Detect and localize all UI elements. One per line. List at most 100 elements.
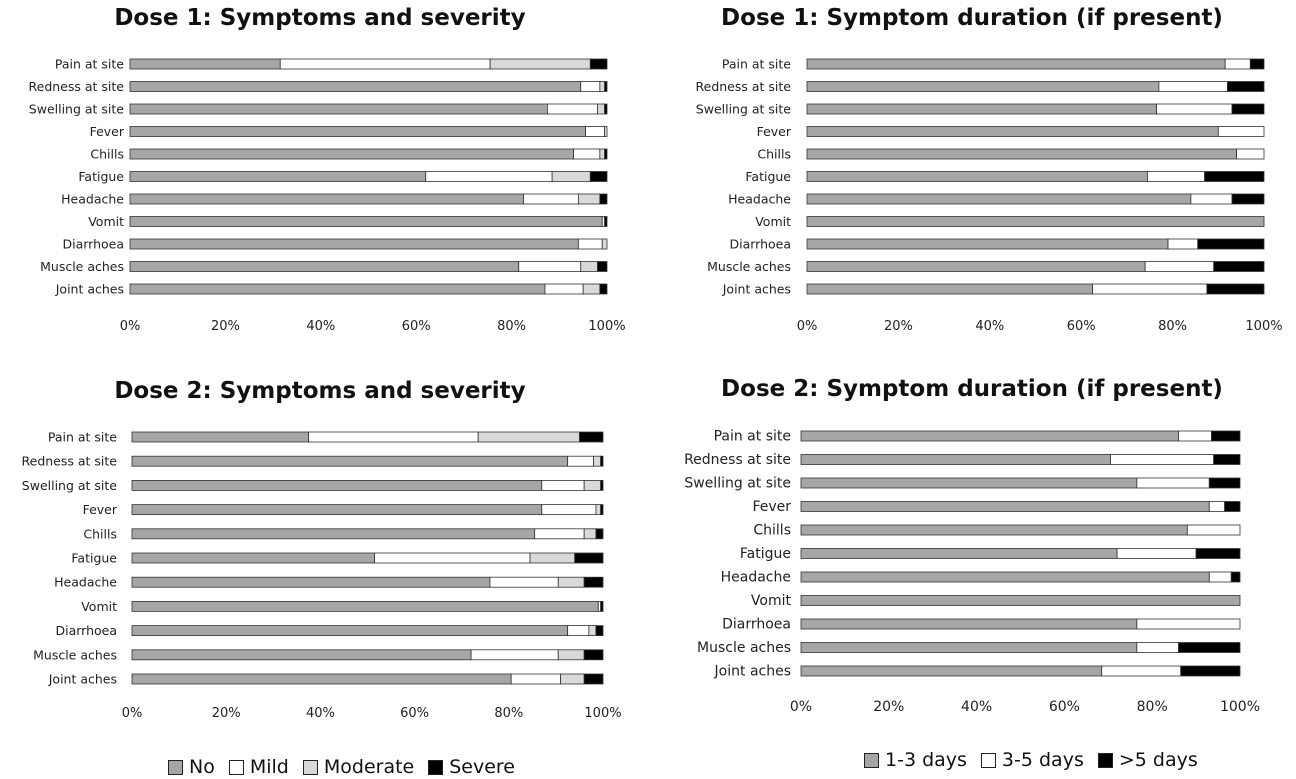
category-label: Chills	[90, 147, 124, 162]
bar-segment	[131, 504, 543, 516]
bar-segment	[129, 148, 575, 160]
bar-segment	[557, 576, 585, 588]
bar-segment	[518, 261, 582, 272]
bar-segment	[806, 126, 1219, 137]
category-label: Chills	[757, 147, 791, 162]
bar-segment	[131, 528, 536, 540]
bar-segment	[308, 431, 479, 443]
bar-segment	[806, 261, 1146, 272]
bar-segment	[806, 58, 1226, 70]
legend-swatch	[864, 752, 879, 768]
bar-segment	[800, 524, 1188, 536]
legend-label: No	[189, 756, 215, 778]
bar-segment	[1136, 618, 1241, 630]
bar-segment	[1206, 283, 1265, 295]
category-label: Redness at site	[29, 79, 125, 94]
category-label: Swelling at site	[22, 478, 118, 493]
category-label: Joint aches	[722, 282, 791, 297]
bar-segment	[1144, 261, 1215, 272]
category-label: Fever	[752, 499, 791, 515]
bar-segment	[800, 595, 1241, 606]
bar-segment	[131, 576, 491, 588]
bar-segment	[595, 625, 604, 637]
x-tick-label: 60%	[402, 319, 431, 334]
category-label: Redness at site	[696, 79, 792, 94]
x-tick-label: 100%	[1245, 319, 1282, 334]
bar-segment	[1224, 58, 1251, 70]
category-label: Swelling at site	[684, 476, 791, 492]
x-tick-label: 80%	[497, 319, 526, 334]
x-tick-label: 80%	[494, 706, 523, 721]
legend-severity: No Mild Moderate Severe	[168, 756, 529, 778]
bar-segment	[573, 148, 601, 160]
legend-swatch	[1097, 752, 1113, 768]
bar-segment	[601, 238, 608, 250]
bar-segment	[1211, 430, 1241, 442]
bar-segment	[579, 431, 604, 443]
bar-segment	[595, 504, 602, 516]
bar-segment	[577, 238, 603, 250]
category-label: Fever	[90, 124, 125, 139]
chart-dose2-duration: Dose 2: Symptom duration (if present) Pa…	[648, 370, 1296, 730]
bar-segment	[574, 552, 604, 564]
bar-segment	[1167, 238, 1199, 250]
bar-segment	[529, 552, 576, 564]
category-label: Pain at site	[714, 429, 791, 445]
category-label: Redness at site	[684, 452, 791, 468]
bar-segment	[1208, 501, 1226, 512]
bar-segment	[131, 480, 543, 491]
bar-segment	[129, 216, 603, 227]
bar-segment	[1110, 454, 1215, 465]
bar-segment	[1147, 171, 1205, 182]
legend-label: Severe	[449, 756, 516, 778]
bar-segment	[604, 103, 608, 115]
category-label: Chills	[83, 526, 117, 541]
bar-segment	[131, 552, 375, 564]
bar-segment	[583, 528, 597, 540]
bar-segment	[489, 576, 559, 588]
x-tick-label: 40%	[975, 319, 1004, 334]
bar-segment	[1136, 642, 1179, 653]
category-label: Joint aches	[55, 282, 124, 297]
bar-segment	[374, 552, 531, 564]
category-label: Diarrhoea	[62, 237, 124, 252]
x-tick-label: 60%	[1067, 319, 1096, 334]
bar-segment	[541, 480, 585, 491]
bar-segment	[1178, 430, 1212, 442]
bar-segment	[1116, 548, 1197, 559]
x-tick-label: 60%	[400, 706, 429, 721]
x-tick-label: 0%	[122, 706, 143, 721]
bar-segment	[585, 126, 606, 137]
bar-segment	[800, 477, 1138, 489]
category-label: Vomit	[755, 214, 791, 229]
bar-segment	[600, 600, 604, 612]
bar-segment	[599, 283, 608, 295]
bar-segment	[534, 528, 585, 540]
x-tick-label: 40%	[961, 699, 992, 715]
category-label: Diarrhoea	[729, 237, 791, 252]
bar-segment	[129, 171, 427, 182]
chart-title: Dose 2: Symptoms and severity	[114, 378, 526, 404]
legend-item: 3-5 days	[980, 749, 1084, 771]
chart-title: Dose 1: Symptoms and severity	[114, 5, 526, 31]
bar-segment	[1092, 283, 1208, 295]
legend-label: 1-3 days	[885, 749, 967, 771]
category-label: Muscle aches	[33, 647, 117, 662]
bar-segment	[489, 58, 591, 70]
bar-segment	[604, 126, 608, 137]
chart-plot: Pain at site Redness at site Swelling at s…	[684, 429, 1260, 716]
legend-label: Moderate	[323, 756, 415, 778]
bar-segment	[129, 126, 586, 137]
bar-segment	[599, 81, 606, 92]
bar-segment	[425, 171, 553, 182]
bar-segment	[806, 81, 1160, 92]
category-label: Fever	[83, 502, 118, 517]
chart-title: Dose 2: Symptom duration (if present)	[721, 376, 1223, 402]
bar-segment	[541, 504, 597, 516]
bar-segment	[800, 501, 1210, 512]
chart-plot: Pain at site Redness at site Swelling at s…	[29, 57, 626, 335]
bar-segment	[583, 673, 604, 685]
x-tick-label: 20%	[212, 706, 241, 721]
legend-label: >5 days	[1118, 749, 1198, 771]
bar-segment	[599, 193, 608, 205]
